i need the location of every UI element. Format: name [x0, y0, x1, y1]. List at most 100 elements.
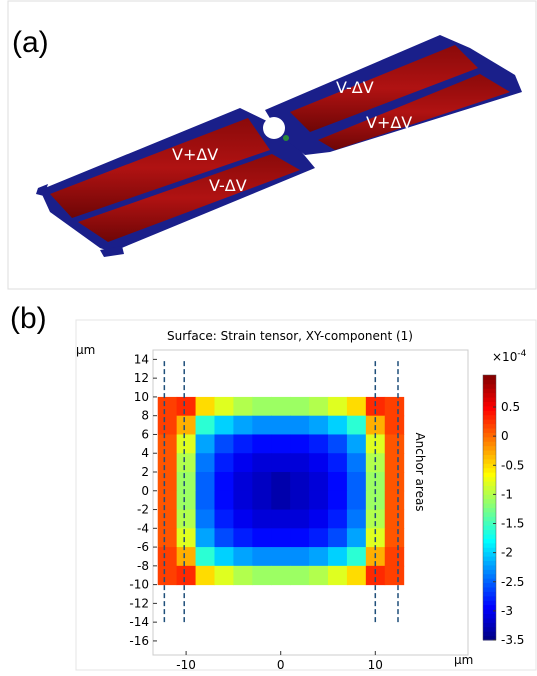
colorbar-step	[483, 573, 496, 579]
heat-cell	[384, 434, 405, 454]
voltage-label: V+ΔV	[366, 113, 412, 132]
heat-cell	[176, 547, 197, 567]
heat-cell	[252, 547, 272, 567]
heat-cell	[252, 528, 272, 548]
colorbar-step	[483, 617, 496, 623]
heat-cell	[157, 509, 178, 529]
colorbar-step	[483, 547, 496, 553]
heat-cell	[365, 509, 386, 529]
heat-cell	[384, 453, 405, 473]
heat-cell	[157, 490, 178, 511]
heat-cell	[157, 547, 178, 567]
heat-cell	[195, 472, 215, 492]
y-tick-label: 6	[141, 427, 149, 441]
heat-cell	[290, 453, 310, 473]
heat-cell	[271, 490, 291, 511]
colorbar-step	[483, 569, 496, 575]
y-tick-label: -14	[129, 615, 149, 629]
colorbar-step	[483, 516, 496, 522]
colorbar-unit: ×10-4	[492, 349, 527, 364]
heat-cell	[365, 396, 386, 417]
heat-cell	[346, 434, 367, 454]
colorbar-step	[483, 613, 496, 619]
heat-cell	[290, 434, 310, 454]
heat-cell	[309, 565, 329, 586]
y-tick-label: -12	[129, 596, 149, 610]
heat-cell	[214, 547, 234, 567]
colorbar-step	[483, 609, 496, 614]
heat-cell	[176, 509, 197, 529]
heat-cell	[346, 490, 367, 511]
colorbar-step	[483, 414, 496, 420]
heat-cell	[271, 396, 291, 417]
heat-cell	[365, 453, 386, 473]
heat-cell	[384, 472, 405, 492]
y-tick-label: -8	[137, 559, 149, 573]
y-tick-label: -16	[129, 634, 149, 648]
heat-cell	[346, 565, 367, 586]
heat-cell	[271, 472, 291, 492]
colorbar-step	[483, 397, 496, 402]
heat-cell	[195, 528, 215, 548]
colorbar-step	[483, 392, 496, 398]
y-tick-label: 14	[134, 352, 149, 366]
colorbar-step	[483, 489, 496, 495]
x-tick-label: 0	[277, 658, 285, 672]
heat-cell	[214, 415, 234, 435]
heat-cell	[233, 472, 253, 492]
heat-cell	[176, 396, 197, 417]
heat-cell	[384, 396, 405, 417]
colorbar-step	[483, 560, 496, 566]
colorbar-step	[483, 405, 496, 411]
heat-cell	[365, 565, 386, 586]
heat-cell	[176, 434, 197, 454]
colorbar-step	[483, 441, 496, 447]
heat-cell	[290, 528, 310, 548]
colorbar-exponent: -4	[517, 349, 526, 359]
heat-cell	[346, 396, 367, 417]
colorbar-step	[483, 556, 496, 561]
colorbar-step	[483, 472, 496, 478]
heat-cell	[214, 528, 234, 548]
y-tick-label: 10	[134, 390, 149, 404]
heat-cell	[290, 415, 310, 435]
heat-cell	[157, 528, 178, 548]
colorbar-step	[483, 595, 496, 601]
heat-cell	[176, 415, 197, 435]
colorbar-tick-label: -3.5	[501, 633, 524, 647]
heat-cell	[176, 490, 197, 511]
heat-cell	[271, 434, 291, 454]
heat-cell	[328, 547, 348, 567]
voltage-label: V-ΔV	[209, 176, 247, 195]
heat-cell	[346, 453, 367, 473]
y-tick-label: -6	[137, 540, 149, 554]
y-tick-label: 4	[141, 446, 149, 460]
y-tick-label: -2	[137, 503, 149, 517]
colorbar-step	[483, 511, 496, 517]
colorbar-step	[483, 551, 496, 557]
colorbar-step	[483, 476, 496, 482]
heat-cell	[195, 509, 215, 529]
heat-cell	[233, 528, 253, 548]
device-render	[36, 35, 522, 257]
colorbar-step	[483, 564, 496, 570]
heat-cell	[346, 472, 367, 492]
colorbar-step	[483, 410, 496, 416]
heat-cell	[252, 453, 272, 473]
heat-cell	[214, 396, 234, 417]
heat-cell	[328, 396, 348, 417]
colorbar-step	[483, 534, 496, 539]
heat-cell	[328, 434, 348, 454]
heat-cell	[328, 565, 348, 586]
pivot	[283, 135, 289, 141]
heat-cell	[252, 472, 272, 492]
heat-cell	[346, 528, 367, 548]
colorbar-tick-label: 0.5	[501, 400, 520, 414]
panel-label: (b)	[10, 302, 47, 335]
heat-cell	[214, 453, 234, 473]
colorbar-tick-label: -0.5	[501, 458, 524, 472]
colorbar-step	[483, 507, 496, 513]
colorbar-step	[483, 388, 496, 394]
y-tick-label: 2	[141, 465, 149, 479]
